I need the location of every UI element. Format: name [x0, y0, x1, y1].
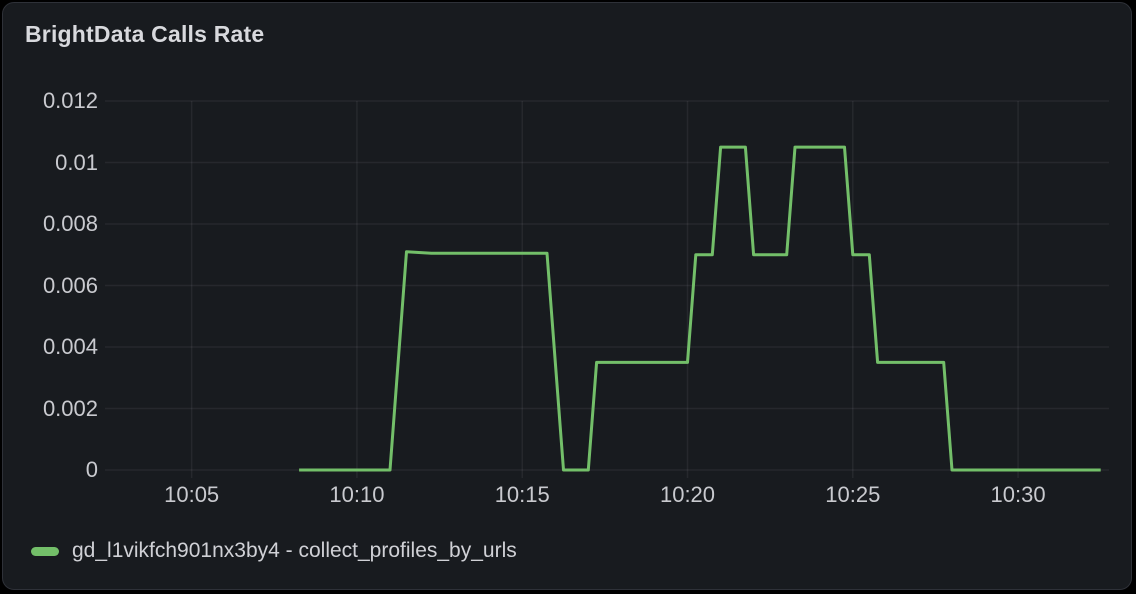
x-tick-label: 10:25 — [825, 482, 881, 507]
x-tick-label: 10:10 — [329, 482, 385, 507]
series-line — [299, 145, 1101, 472]
legend-series-swatch — [31, 546, 59, 556]
y-tick-label: 0.006 — [42, 272, 98, 298]
y-tick-label: 0.012 — [42, 88, 98, 113]
legend-item[interactable]: gd_l1vikfch901nx3by4 - collect_profiles_… — [31, 539, 517, 563]
y-tick-label: 0.002 — [42, 395, 98, 421]
y-tick-label: 0 — [85, 457, 98, 482]
x-tick-label: 10:15 — [494, 482, 550, 507]
x-tick-label: 10:05 — [164, 482, 220, 507]
y-tick-label: 0.004 — [42, 334, 98, 359]
x-tick-label: 10:20 — [659, 482, 716, 507]
y-tick-label: 0.008 — [42, 211, 98, 236]
chart-plot-area[interactable] — [3, 3, 1132, 590]
panel-title[interactable]: BrightData Calls Rate — [25, 21, 265, 47]
y-tick-label: 0.01 — [55, 149, 98, 175]
legend-series-label: gd_l1vikfch901nx3by4 - collect_profiles_… — [72, 539, 517, 562]
x-tick-label: 10:30 — [990, 482, 1046, 507]
